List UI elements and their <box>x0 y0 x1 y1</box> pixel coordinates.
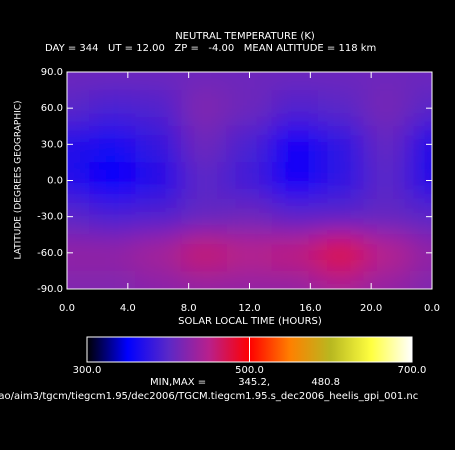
cell <box>226 198 273 235</box>
y-tick-label: 90.0 <box>41 67 63 78</box>
cell <box>317 270 364 289</box>
cell <box>135 90 182 127</box>
cell <box>272 126 318 163</box>
cell <box>181 90 227 127</box>
cell <box>317 162 364 199</box>
cell <box>363 162 410 199</box>
cell <box>89 270 136 289</box>
cell <box>67 234 90 271</box>
cell <box>181 126 227 163</box>
cell <box>135 234 182 271</box>
cell <box>135 162 182 199</box>
colorbar-tick-label: 300.0 <box>73 365 102 376</box>
cell <box>409 72 432 91</box>
cell <box>272 198 318 235</box>
colorbar-tick-label: 500.0 <box>235 365 264 376</box>
cell <box>89 198 136 235</box>
cell <box>135 72 182 91</box>
cell <box>226 270 273 289</box>
cell <box>135 198 182 235</box>
x-tick-label: 16.0 <box>299 303 321 314</box>
y-axis-label: LATITUDE (DEGREES GEOGRAPHIC) <box>14 100 24 259</box>
cell <box>409 234 432 271</box>
cell <box>409 198 432 235</box>
y-tick-label: -90.0 <box>37 284 63 295</box>
cell <box>135 270 182 289</box>
x-tick-label: 4.0 <box>120 303 136 314</box>
cell <box>67 90 90 127</box>
cell <box>272 72 318 91</box>
cell <box>226 162 273 199</box>
chart-subtitle: DAY = 344 UT = 12.00 ZP = -4.00 MEAN ALT… <box>45 43 376 54</box>
chart-title: NEUTRAL TEMPERATURE (K) <box>175 31 315 42</box>
max-value: 480.8 <box>311 377 340 388</box>
cell <box>181 198 227 235</box>
cell <box>67 270 90 289</box>
cell <box>181 162 227 199</box>
cell <box>226 72 273 91</box>
cell <box>272 162 318 199</box>
cell <box>272 234 318 271</box>
cell <box>181 234 227 271</box>
x-tick-label: 12.0 <box>238 303 260 314</box>
cell <box>363 234 410 271</box>
x-tick-label: 0.0 <box>59 303 75 314</box>
cell <box>363 270 410 289</box>
colorbar-tick-label: 700.0 <box>398 365 427 376</box>
cell <box>363 90 410 127</box>
file-path: hao/aim3/tgcm/tiegcm1.95/dec2006/TGCM.ti… <box>0 391 418 402</box>
y-tick-label: 60.0 <box>41 103 63 114</box>
cell <box>181 270 227 289</box>
cell <box>181 72 227 91</box>
cell <box>363 198 410 235</box>
plot-area <box>67 72 432 289</box>
y-tick-label: -30.0 <box>37 212 63 223</box>
cell <box>363 72 410 91</box>
cell <box>317 234 364 271</box>
cell <box>89 72 136 91</box>
cell <box>272 270 318 289</box>
cell <box>67 72 90 91</box>
cell <box>89 126 136 163</box>
x-axis-label: SOLAR LOCAL TIME (HOURS) <box>178 316 322 327</box>
cell <box>67 198 90 235</box>
cell <box>89 234 136 271</box>
y-tick-label: 0.0 <box>47 176 63 187</box>
cell <box>317 198 364 235</box>
cell <box>363 126 410 163</box>
x-tick-label: 20.0 <box>360 303 382 314</box>
cell <box>409 162 432 199</box>
minmax-label: MIN,MAX = <box>150 377 206 388</box>
cell <box>317 72 364 91</box>
cell <box>409 90 432 127</box>
field <box>67 72 432 289</box>
y-tick-label: 30.0 <box>41 139 63 150</box>
min-value: 345.2, <box>238 377 270 388</box>
cell <box>226 234 273 271</box>
cell <box>317 90 364 127</box>
x-tick-label: 8.0 <box>181 303 197 314</box>
cell <box>272 90 318 127</box>
y-tick-label: -60.0 <box>37 248 63 259</box>
cell <box>89 162 136 199</box>
cell <box>409 270 432 289</box>
cell <box>317 126 364 163</box>
cell <box>135 126 182 163</box>
cell <box>409 126 432 163</box>
cell <box>67 162 90 199</box>
cell <box>67 126 90 163</box>
cell <box>89 90 136 127</box>
cell <box>226 126 273 163</box>
cell <box>226 90 273 127</box>
x-tick-label: 0.0 <box>424 303 440 314</box>
